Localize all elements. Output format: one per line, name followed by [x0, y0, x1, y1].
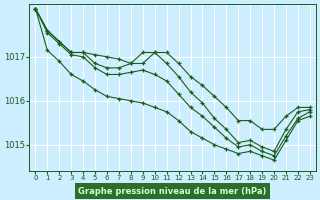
X-axis label: Graphe pression niveau de la mer (hPa): Graphe pression niveau de la mer (hPa) — [78, 187, 267, 196]
